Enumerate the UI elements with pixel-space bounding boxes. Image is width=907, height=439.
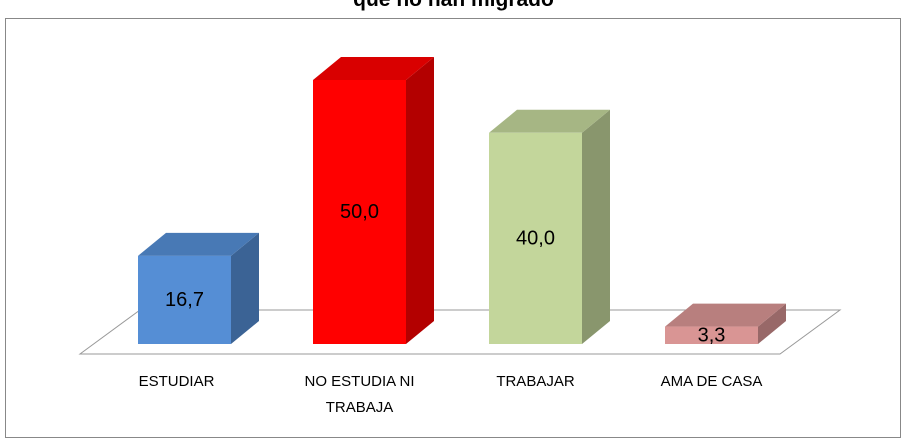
bar-side: [758, 303, 786, 344]
bar: [665, 326, 758, 344]
bar-top: [313, 57, 434, 80]
bar: [138, 255, 231, 344]
data-label: 3,3: [698, 324, 726, 346]
bar-top: [138, 232, 259, 256]
floor: [78, 309, 842, 355]
bar-top: [489, 109, 610, 133]
x-tick-label: NO ESTUDIA NI TRABAJA: [304, 373, 415, 416]
data-label: 40,0: [516, 227, 555, 249]
bar-side: [582, 109, 610, 344]
chart-frame: [5, 18, 901, 438]
data-label: 50,0: [340, 201, 379, 223]
bar-top: [665, 303, 786, 327]
bar-side: [231, 232, 259, 344]
chart-title: que no han migrado: [0, 0, 907, 12]
bar-side: [406, 57, 434, 344]
bar: [489, 132, 582, 344]
data-label: 16,7: [165, 289, 204, 311]
x-tick-label: ESTUDIAR: [138, 373, 215, 390]
bar: [313, 80, 406, 344]
x-tick-label: TRABAJAR: [496, 373, 575, 390]
x-tick-label: AMA DE CASA: [660, 373, 763, 390]
